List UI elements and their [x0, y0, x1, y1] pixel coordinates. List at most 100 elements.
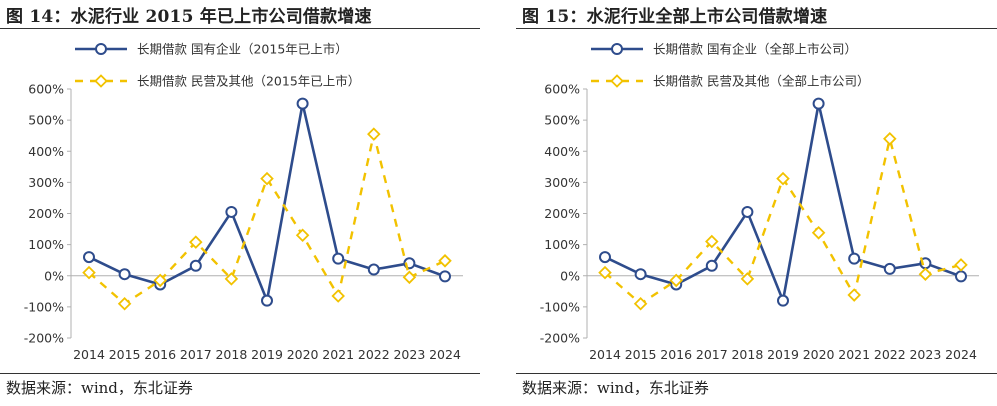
source-note: 数据来源：wind，东北证券	[522, 379, 709, 397]
legend-marker	[611, 43, 623, 55]
data-point	[705, 234, 719, 249]
y-tick-label: 200%	[544, 206, 580, 221]
data-point	[225, 205, 238, 218]
data-point	[883, 132, 897, 146]
y-tick-label: 200%	[28, 206, 64, 221]
x-tick-label: 2023	[393, 347, 425, 362]
data-point	[332, 252, 345, 265]
data-point	[955, 270, 967, 283]
data-point	[847, 288, 861, 302]
y-tick-label: 600%	[28, 82, 64, 97]
x-tick-label: 2018	[731, 347, 763, 362]
y-tick-label: -100%	[24, 299, 64, 314]
y-tick-label: 0%	[560, 268, 580, 283]
x-tick-label: 2018	[215, 347, 247, 362]
y-tick-label: 500%	[28, 113, 64, 128]
data-point	[669, 273, 683, 288]
data-point	[439, 270, 451, 283]
source-rule	[0, 373, 480, 374]
legend-marker	[610, 74, 624, 88]
y-tick-label: -200%	[24, 331, 64, 346]
data-point	[117, 296, 132, 311]
data-point	[402, 270, 417, 285]
figure-title: 图 15：水泥行业全部上市公司借款增速	[522, 7, 828, 27]
y-tick-label: 400%	[544, 144, 580, 159]
data-point	[776, 171, 790, 186]
data-point	[740, 272, 755, 286]
data-point	[367, 263, 380, 276]
data-point	[634, 268, 647, 281]
data-point	[367, 127, 381, 141]
legend-marker	[94, 74, 108, 88]
x-tick-label: 2019	[251, 347, 283, 362]
data-point	[633, 296, 648, 311]
data-point	[599, 251, 611, 264]
x-tick-label: 2021	[838, 347, 870, 362]
x-tick-label: 2016	[660, 347, 692, 362]
x-tick-label: 2024	[945, 347, 977, 362]
title-rule	[0, 28, 480, 29]
data-point	[331, 289, 345, 303]
y-tick-label: 100%	[28, 237, 64, 252]
legend-label: 长期借款 国有企业（全部上市公司）	[653, 42, 857, 57]
x-tick-label: 2023	[909, 347, 941, 362]
data-point	[812, 97, 825, 110]
data-point	[741, 205, 754, 218]
figure-panel-right: 图 15：水泥行业全部上市公司借款增速 600% 500% 400% 300% 200%…	[516, 0, 997, 406]
x-tick-label: 2021	[322, 347, 354, 362]
y-tick-label: 600%	[544, 82, 580, 97]
x-tick-label: 2019	[767, 347, 799, 362]
x-tick-label: 2017	[180, 347, 212, 362]
data-point	[296, 97, 309, 110]
data-point	[260, 171, 274, 186]
legend-label: 长期借款 民营及其他（全部上市公司）	[653, 74, 869, 89]
y-tick-label: 500%	[544, 113, 580, 128]
x-tick-label: 2016	[144, 347, 176, 362]
data-point	[954, 258, 968, 272]
x-tick-label: 2022	[358, 347, 390, 362]
data-point	[705, 259, 718, 272]
source-note: 数据来源：wind，东北证券	[6, 379, 193, 397]
source-rule	[516, 373, 997, 374]
data-point	[848, 252, 861, 265]
data-point	[261, 294, 273, 307]
legend-marker	[95, 43, 107, 55]
x-tick-label: 2014	[73, 347, 105, 362]
line-chart: 600% 500% 400% 300% 200% 100% 0% -100% -200% 2014…	[540, 42, 979, 362]
data-point	[883, 262, 896, 275]
y-tick-label: -100%	[540, 299, 580, 314]
x-tick-label: 2020	[287, 347, 319, 362]
line-chart: 600% 500% 400% 300% 200% 100% 0% -100% -200% 2014…	[24, 42, 463, 362]
data-point	[153, 273, 167, 288]
title-rule	[516, 28, 997, 29]
legend-label: 长期借款 国有企业（2015年已上市）	[137, 42, 348, 57]
figure-panel-left: 图 14：水泥行业 2015 年已上市公司借款增速 600% 500% 400% 30…	[0, 0, 480, 406]
series-line	[88, 102, 446, 302]
y-tick-label: 300%	[28, 175, 64, 190]
data-point	[918, 267, 933, 281]
x-tick-label: 2015	[109, 347, 141, 362]
data-point	[777, 294, 789, 307]
y-tick-label: -200%	[540, 331, 580, 346]
data-point	[83, 251, 95, 264]
x-tick-label: 2020	[803, 347, 835, 362]
x-tick-label: 2015	[625, 347, 657, 362]
y-tick-label: 300%	[544, 175, 580, 190]
y-tick-label: 100%	[544, 237, 580, 252]
y-tick-label: 400%	[28, 144, 64, 159]
figure-title: 图 14：水泥行业 2015 年已上市公司借款增速	[6, 7, 372, 27]
data-point	[82, 265, 96, 280]
data-point	[811, 226, 826, 240]
data-point	[224, 272, 239, 286]
data-point	[295, 228, 310, 243]
x-tick-label: 2017	[696, 347, 728, 362]
series-line	[88, 132, 446, 305]
data-point	[189, 259, 202, 272]
data-point	[438, 254, 452, 268]
legend-label: 长期借款 民营及其他（2015年已上市）	[137, 74, 360, 89]
y-tick-label: 0%	[44, 268, 64, 283]
x-tick-label: 2014	[589, 347, 621, 362]
data-point	[189, 235, 203, 249]
x-tick-label: 2024	[429, 347, 461, 362]
data-point	[598, 265, 612, 280]
